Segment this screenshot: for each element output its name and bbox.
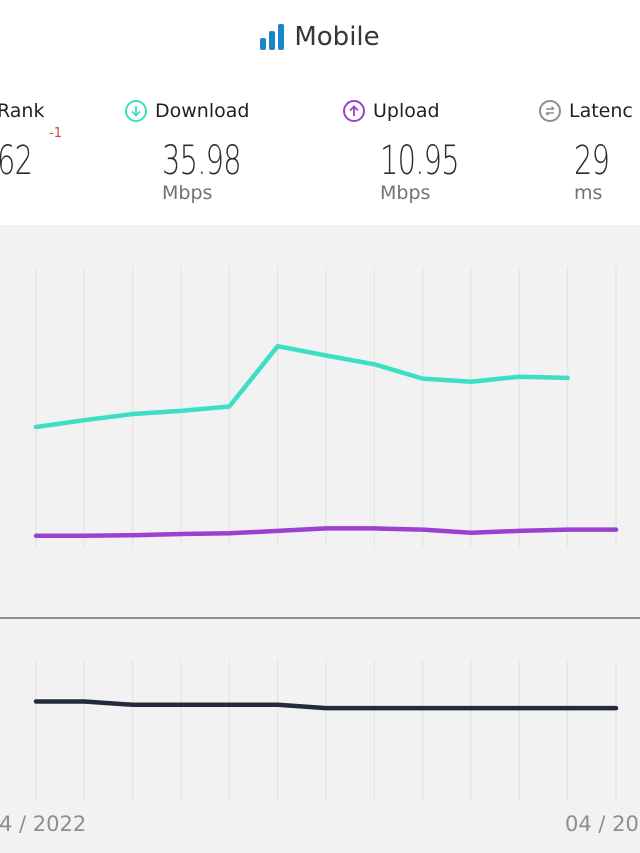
series-line-0-1: [33, 526, 619, 539]
rank-label: Rank: [0, 100, 45, 122]
latency-metric: Latenc 29 ms: [539, 96, 633, 204]
x-axis-end-label: 04 / 20: [565, 812, 639, 836]
speed-chart: [0, 267, 640, 800]
rank-metric: Rank 62 -1: [0, 96, 62, 184]
download-label: Download: [155, 100, 250, 122]
arrow-down-circle-icon: [125, 100, 147, 122]
rank-delta: -1: [49, 126, 62, 141]
upload-label: Upload: [373, 100, 440, 122]
latency-chart-lines: [33, 699, 619, 711]
download-unit: Mbps: [162, 182, 213, 204]
download-value: 35.98: [162, 138, 242, 184]
download-metric: Download 35.98 Mbps: [125, 96, 250, 204]
upload-unit: Mbps: [380, 182, 431, 204]
speed-chart-grid: [35, 267, 617, 547]
upload-value: 10.95: [380, 138, 460, 184]
page-title: Mobile: [294, 22, 380, 52]
rank-value: 62: [0, 138, 33, 184]
series-line-0-0: [33, 343, 570, 430]
latency-value: 29: [574, 138, 610, 184]
upload-metric: Upload 10.95 Mbps: [343, 96, 460, 204]
title-row: Mobile: [0, 22, 640, 52]
latency-unit: ms: [574, 182, 603, 204]
arrow-up-circle-icon: [343, 100, 365, 122]
latency-label: Latenc: [569, 100, 633, 122]
series-line-1-0: [33, 699, 619, 711]
latency-chart-grid: [35, 660, 617, 800]
x-axis-start-label: 4 / 2022: [0, 812, 87, 836]
speed-chart-lines: [33, 343, 619, 539]
metrics-header: Mobile Rank 62 -1 Download 35.98 Mbps Up…: [0, 0, 640, 225]
signal-bars-icon: [260, 24, 285, 50]
latency-circle-icon: [539, 100, 561, 122]
